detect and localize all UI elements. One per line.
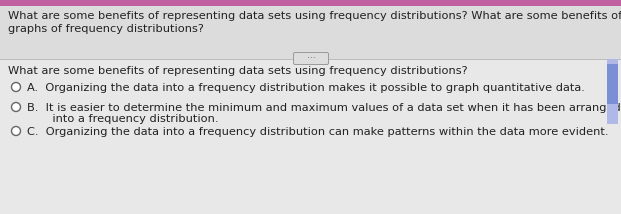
Text: What are some benefits of representing data sets using frequency distributions?: What are some benefits of representing d…	[8, 66, 468, 76]
Text: graphs of frequency distributions?: graphs of frequency distributions?	[8, 24, 204, 34]
Text: A.  Organizing the data into a frequency distribution makes it possible to graph: A. Organizing the data into a frequency …	[27, 83, 585, 93]
Text: What are some benefits of representing data sets using frequency distributions? : What are some benefits of representing d…	[8, 11, 621, 21]
FancyBboxPatch shape	[294, 52, 329, 64]
Bar	[0, 59, 621, 214]
Text: B.  It is easier to determine the minimum and maximum values of a data set when : B. It is easier to determine the minimum…	[27, 103, 621, 113]
Circle shape	[12, 126, 20, 135]
Bar	[607, 64, 618, 104]
Bar	[607, 59, 618, 124]
Bar	[0, 0, 621, 6]
Circle shape	[12, 103, 20, 111]
Circle shape	[12, 83, 20, 92]
Text: C.  Organizing the data into a frequency distribution can make patterns within t: C. Organizing the data into a frequency …	[27, 127, 609, 137]
Text: ···: ···	[307, 54, 315, 63]
Text: into a frequency distribution.: into a frequency distribution.	[27, 114, 219, 124]
Bar	[0, 0, 621, 59]
